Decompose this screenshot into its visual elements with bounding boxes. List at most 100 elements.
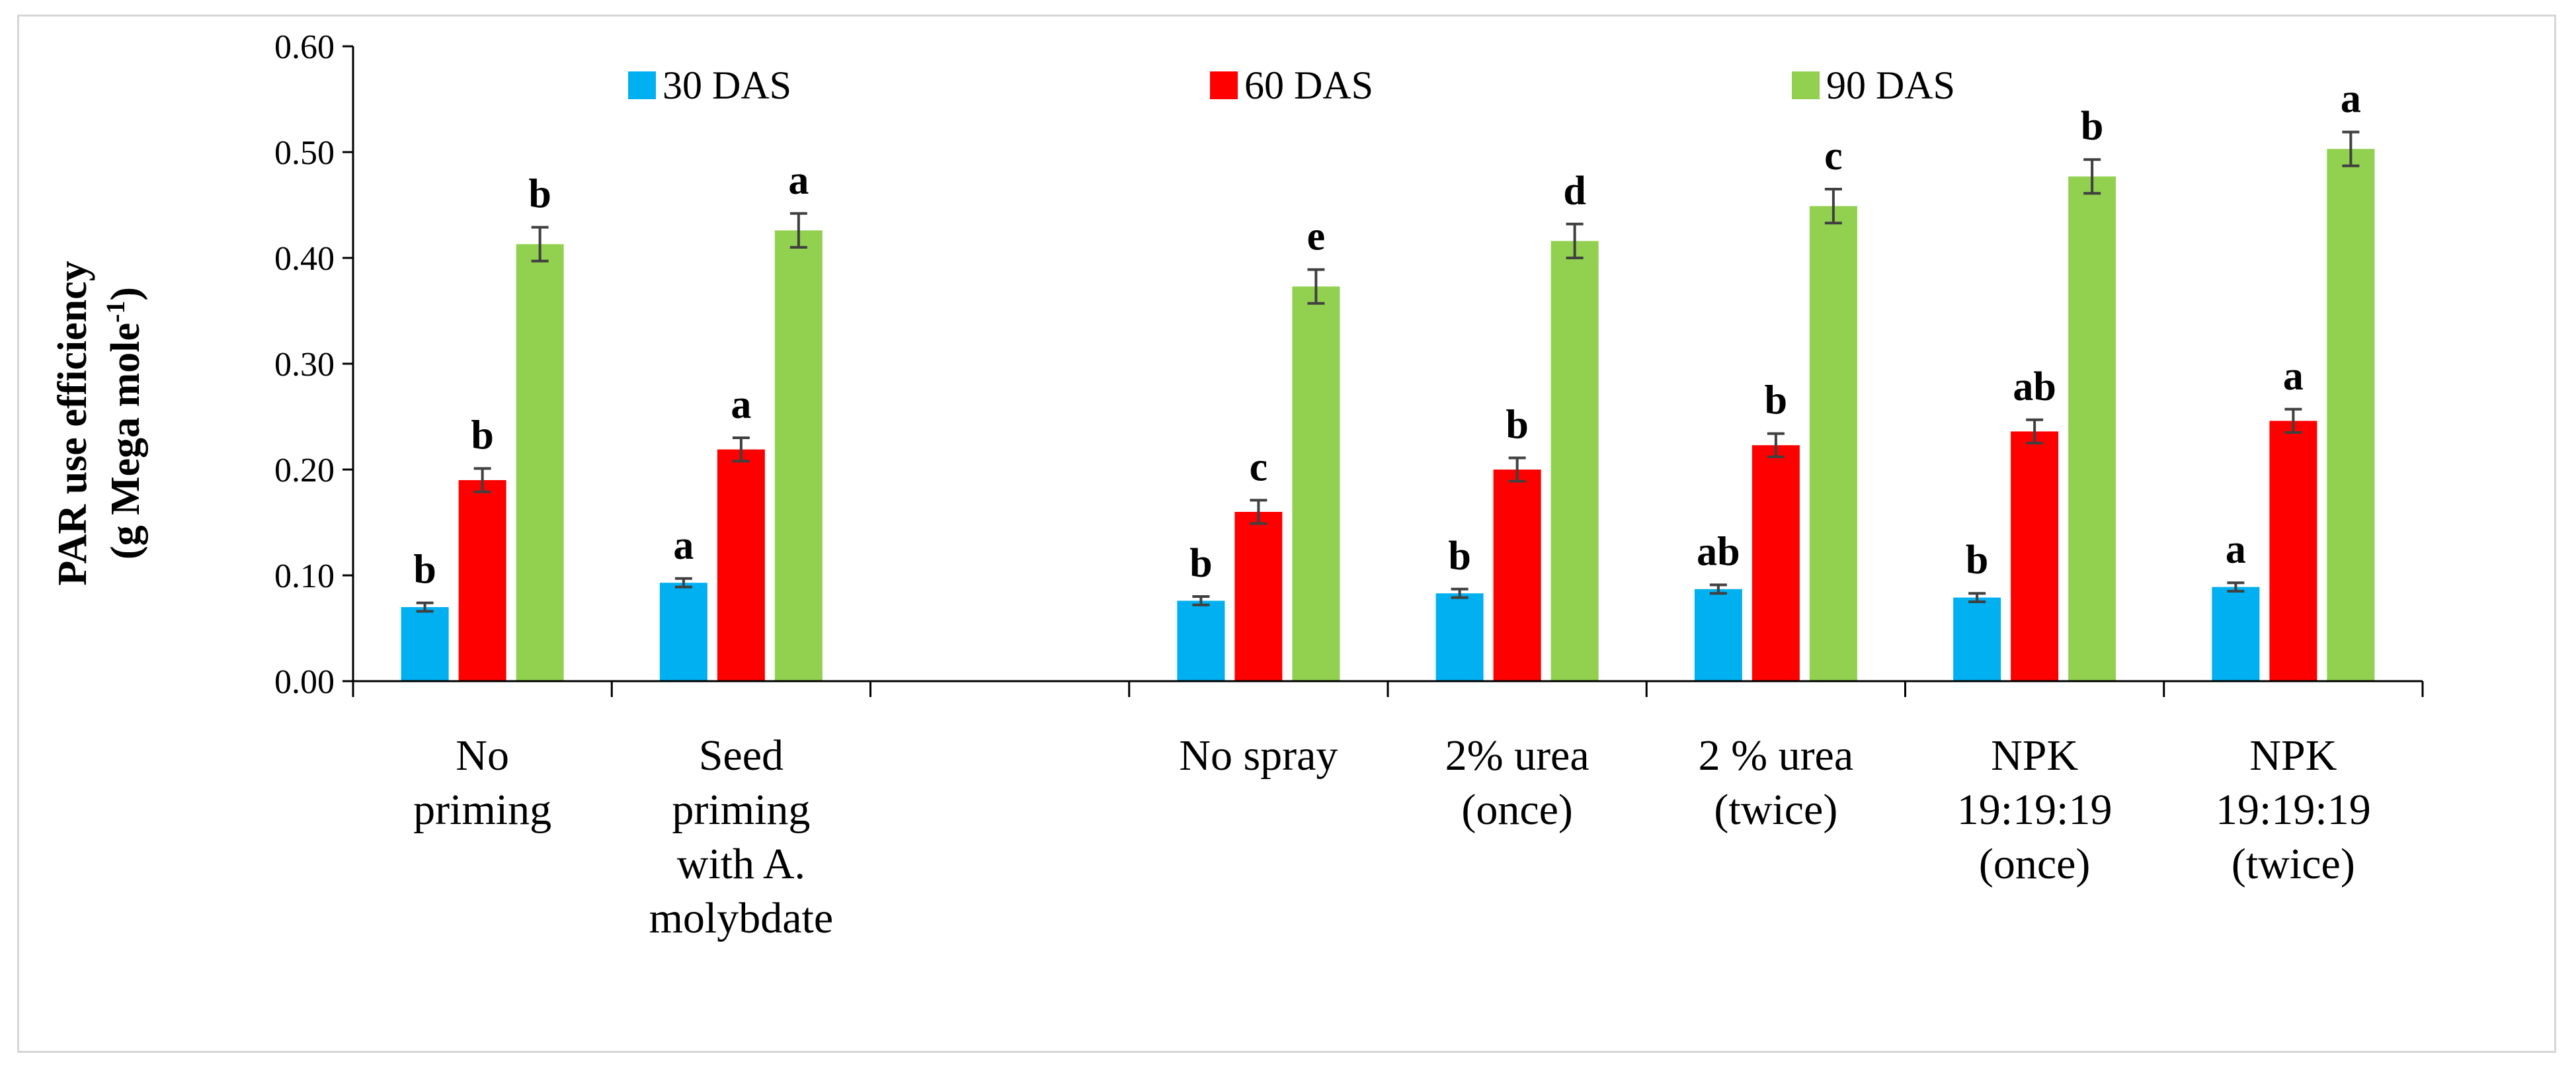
error-bar <box>732 436 750 463</box>
error-bar <box>1307 268 1325 305</box>
significance-label: b <box>1506 402 1528 447</box>
x-category-label: (once) <box>1461 786 1573 834</box>
bar <box>2068 176 2116 681</box>
significance-label: b <box>1765 378 1787 423</box>
x-category-label: 2% urea <box>1445 731 1590 780</box>
x-category-label: priming <box>413 786 551 834</box>
significance-label: a <box>731 382 751 427</box>
significance-label: b <box>1448 534 1470 579</box>
x-category-label: 19:19:19 <box>1957 786 2113 834</box>
bar <box>2269 421 2317 681</box>
error-bar <box>2284 407 2302 434</box>
x-category-label: NPK <box>1991 731 2078 780</box>
significance-label: e <box>1307 214 1326 259</box>
y-tick-label: 0.60 <box>274 28 335 66</box>
error-bar <box>2342 130 2360 167</box>
x-category-label: NPK <box>2249 731 2337 780</box>
y-tick-label: 0.50 <box>274 134 335 172</box>
error-bar <box>1824 188 1842 225</box>
error-bar <box>789 212 807 249</box>
bar <box>659 583 707 681</box>
x-category-label: No spray <box>1179 731 1338 780</box>
significance-label: b <box>528 172 551 217</box>
y-axis-unit: (g Mega mole-1) <box>101 287 149 559</box>
y-tick-label: 0.40 <box>274 240 335 278</box>
significance-label: a <box>673 523 694 568</box>
bar <box>458 480 506 681</box>
significance-label: c <box>1824 134 1843 179</box>
x-category-label: Seed <box>699 731 784 780</box>
x-category-label: molybdate <box>649 894 834 942</box>
significance-label: b <box>413 548 436 593</box>
error-bar <box>1566 222 1584 259</box>
significance-label: b <box>2081 104 2103 149</box>
legend-item: 30 DAS <box>628 63 791 107</box>
x-category-label: (twice) <box>2232 840 2355 888</box>
legend-item: 60 DAS <box>1210 63 1373 107</box>
bar <box>516 244 564 681</box>
bar <box>2212 587 2260 681</box>
bar <box>1694 589 1742 681</box>
x-category-label: priming <box>672 786 810 834</box>
significance-label: a <box>2283 354 2304 399</box>
legend-label: 90 DAS <box>1826 63 1955 107</box>
y-axis: 0.00 0.10 0.20 0.30 0.40 0.50 0.60 <box>274 28 354 701</box>
error-bar <box>1250 499 1268 525</box>
error-bar <box>1508 456 1526 483</box>
legend-label: 60 DAS <box>1244 63 1373 107</box>
bar <box>1234 512 1283 681</box>
bar <box>1493 470 1541 681</box>
error-bar <box>416 601 434 613</box>
bar <box>1292 286 1340 681</box>
error-bar <box>1451 587 1469 599</box>
error-bar <box>2227 581 2245 593</box>
significance-label: d <box>1563 169 1586 214</box>
y-tick-label: 0.00 <box>274 663 335 701</box>
x-axis: No priming Seed priming with A. molybdate No s… <box>352 680 2424 942</box>
error-bar <box>531 226 549 263</box>
bar <box>2011 431 2059 681</box>
significance-label: a <box>2226 527 2246 572</box>
significance-label: c <box>1250 444 1268 489</box>
bar <box>1809 206 1857 682</box>
y-axis-unit-suffix: ) <box>103 287 148 301</box>
error-bar <box>1192 595 1210 606</box>
significance-label: a <box>788 158 809 203</box>
legend-swatch <box>1210 71 1238 99</box>
x-category-label: 2 % urea <box>1699 731 1854 780</box>
error-bar <box>2026 418 2044 444</box>
error-bar <box>674 577 692 589</box>
y-tick-label: 0.30 <box>274 346 335 384</box>
x-category-label: (twice) <box>1714 786 1837 834</box>
x-category-label: 19:19:19 <box>2216 786 2371 834</box>
chart-frame <box>17 15 2556 1053</box>
significance-label: b <box>471 413 493 458</box>
significance-label: b <box>1966 538 1988 583</box>
x-category-label: No <box>456 731 509 780</box>
bar <box>1751 445 1800 681</box>
legend-label: 30 DAS <box>663 63 791 107</box>
bar <box>1177 600 1225 681</box>
bar <box>1550 241 1599 681</box>
bar <box>2327 149 2375 681</box>
significance-label: ab <box>2013 364 2056 409</box>
bar <box>401 607 449 681</box>
bar <box>1953 597 2001 681</box>
error-bar <box>2083 158 2101 195</box>
bar <box>717 449 765 681</box>
x-category-label: with A. <box>677 840 805 888</box>
significance-label: a <box>2341 77 2361 122</box>
y-tick-label: 0.10 <box>274 558 335 595</box>
legend-item: 90 DAS <box>1792 63 1955 107</box>
bar <box>774 230 823 681</box>
significance-label: b <box>1189 541 1212 586</box>
error-bar <box>1767 432 1785 458</box>
legend-swatch <box>1792 71 1820 99</box>
error-bar <box>1968 592 1986 603</box>
y-tick-label: 0.20 <box>274 452 335 489</box>
legend-swatch <box>628 71 656 99</box>
significance-label: ab <box>1697 529 1740 574</box>
error-bar <box>1709 583 1727 595</box>
